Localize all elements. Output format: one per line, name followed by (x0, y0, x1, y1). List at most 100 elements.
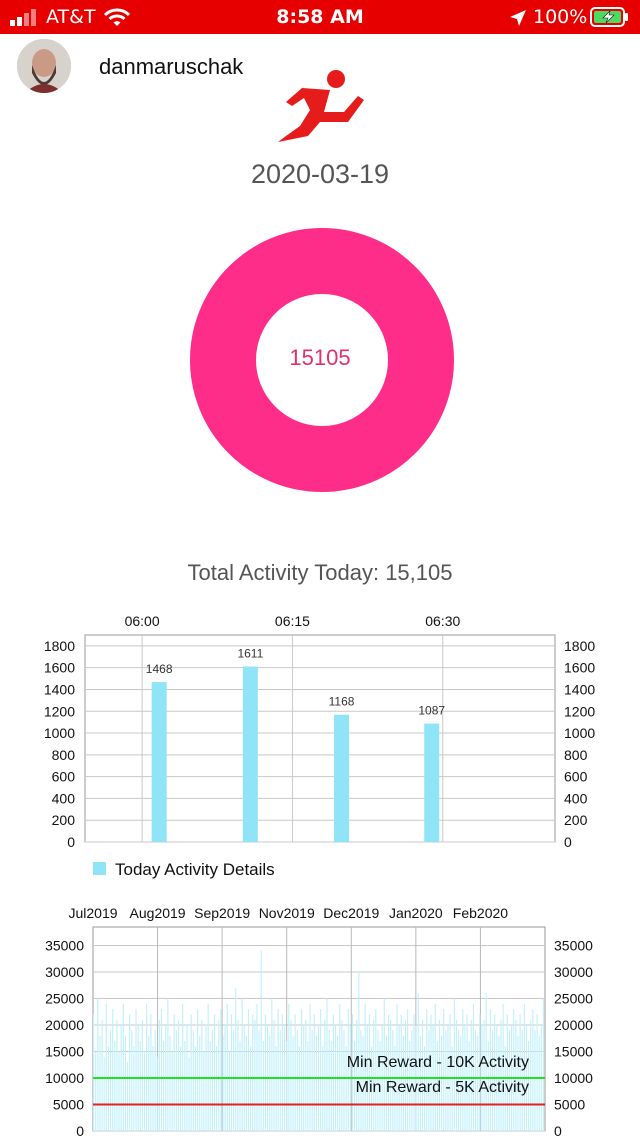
daily-bar (404, 1019, 407, 1131)
daily-bar (457, 1030, 460, 1131)
y-tick-label-left: 1600 (44, 660, 75, 676)
y-tick-label-right: 1400 (564, 681, 595, 697)
month-label: Nov2019 (259, 905, 315, 921)
daily-bar (351, 1014, 354, 1131)
x-tick-label: 06:30 (425, 613, 460, 629)
daily-bar (449, 1014, 451, 1131)
daily-bar (337, 1035, 339, 1131)
daily-bar (341, 1019, 343, 1131)
daily-bar (542, 998, 545, 1131)
daily-bar (354, 1040, 356, 1131)
y-tick-label-right: 15000 (554, 1044, 593, 1060)
daily-bar (362, 1035, 364, 1131)
cellular-signal-icon (10, 9, 36, 26)
daily-bar (228, 1051, 230, 1131)
daily-bar (298, 1046, 301, 1131)
daily-bar (373, 1019, 375, 1131)
daily-bar (129, 1014, 131, 1131)
daily-bar (313, 1014, 315, 1131)
legend-swatch (93, 862, 106, 875)
daily-bar (296, 1030, 298, 1131)
month-label: Aug2019 (130, 905, 186, 921)
carrier-label: AT&T (46, 6, 96, 28)
daily-bar (534, 1030, 536, 1131)
daily-bar (237, 1019, 239, 1131)
daily-bar (277, 1009, 279, 1131)
daily-bar (343, 1030, 345, 1131)
daily-bar (211, 1030, 214, 1131)
y-tick-label-right: 30000 (554, 964, 593, 980)
daily-bar (101, 1019, 103, 1131)
bar (424, 723, 440, 842)
history-activity-chart: 0 0 5000 5000 10000 10000 15000 15000 20000 20000… (45, 905, 593, 1138)
daily-bar (377, 1030, 379, 1131)
y-tick-label-right: 200 (564, 812, 588, 828)
daily-bar (383, 998, 385, 1131)
daily-bar (192, 1030, 194, 1131)
y-tick-label-left: 10000 (45, 1070, 84, 1086)
avatar[interactable] (17, 39, 71, 93)
daily-bar (262, 1040, 264, 1131)
daily-bar (218, 1019, 220, 1131)
daily-bar (368, 1014, 371, 1131)
daily-bar (163, 1040, 165, 1131)
total-activity-label: Total Activity Today: 15,105 (187, 560, 453, 585)
daily-bar (470, 1019, 472, 1131)
daily-bar (513, 1009, 515, 1131)
daily-bar (364, 1003, 366, 1131)
donut-value: 15105 (289, 345, 351, 370)
daily-bar (139, 1040, 141, 1131)
daily-bar (194, 1046, 197, 1131)
month-label: Dec2019 (323, 905, 379, 921)
daily-bar (430, 1014, 432, 1131)
daily-bar (530, 1019, 532, 1131)
daily-bar (400, 1014, 402, 1131)
y-tick-label-left: 30000 (45, 964, 84, 980)
daily-bar (375, 1009, 377, 1131)
y-tick-label-left: 5000 (53, 1097, 84, 1113)
daily-bar (498, 1035, 500, 1131)
daily-bar (288, 1003, 290, 1131)
daily-bar (226, 1003, 228, 1131)
running-man-icon (278, 70, 364, 142)
daily-bar (536, 1014, 538, 1131)
daily-bar (515, 1019, 517, 1131)
bar-value-label: 1168 (329, 695, 355, 709)
daily-bar (356, 1019, 358, 1131)
daily-bar (438, 1019, 441, 1131)
daily-bar (279, 1030, 281, 1131)
y-tick-label-right: 1800 (564, 638, 595, 654)
daily-bar (508, 1030, 511, 1131)
daily-bar (184, 1040, 186, 1131)
month-label: Sep2019 (194, 905, 250, 921)
daily-bar (506, 1014, 508, 1131)
daily-bar (426, 1009, 428, 1131)
daily-bar (171, 1051, 173, 1131)
daily-bar (180, 1046, 182, 1131)
daily-bar (436, 1040, 438, 1131)
daily-bar (479, 1014, 481, 1131)
daily-bar (394, 1046, 396, 1131)
daily-bar (538, 1035, 540, 1131)
daily-bar (196, 1009, 199, 1131)
daily-bar (330, 1040, 332, 1131)
today-activity-chart: 0 0 200 200 400 400 600 600 800 800 1000 1000 1200 12… (44, 613, 596, 879)
y-tick-label-right: 10000 (554, 1070, 593, 1086)
daily-bar (245, 1035, 247, 1131)
wifi-icon (104, 8, 130, 26)
daily-bar (483, 1019, 485, 1131)
daily-bar (451, 1046, 453, 1131)
daily-bar (126, 1062, 129, 1131)
daily-bar (252, 1014, 254, 1131)
y-tick-label-left: 1200 (44, 703, 75, 719)
daily-bar (213, 1014, 216, 1131)
y-tick-label-left: 0 (76, 1123, 84, 1138)
daily-bar (99, 1035, 101, 1131)
reward-lines (93, 1077, 545, 1106)
daily-bar (222, 1035, 224, 1131)
daily-bar (413, 1014, 415, 1131)
daily-bar (434, 1003, 436, 1131)
bar-value-label: 1087 (418, 704, 445, 718)
daily-bar (112, 1009, 114, 1131)
bar (242, 666, 258, 842)
